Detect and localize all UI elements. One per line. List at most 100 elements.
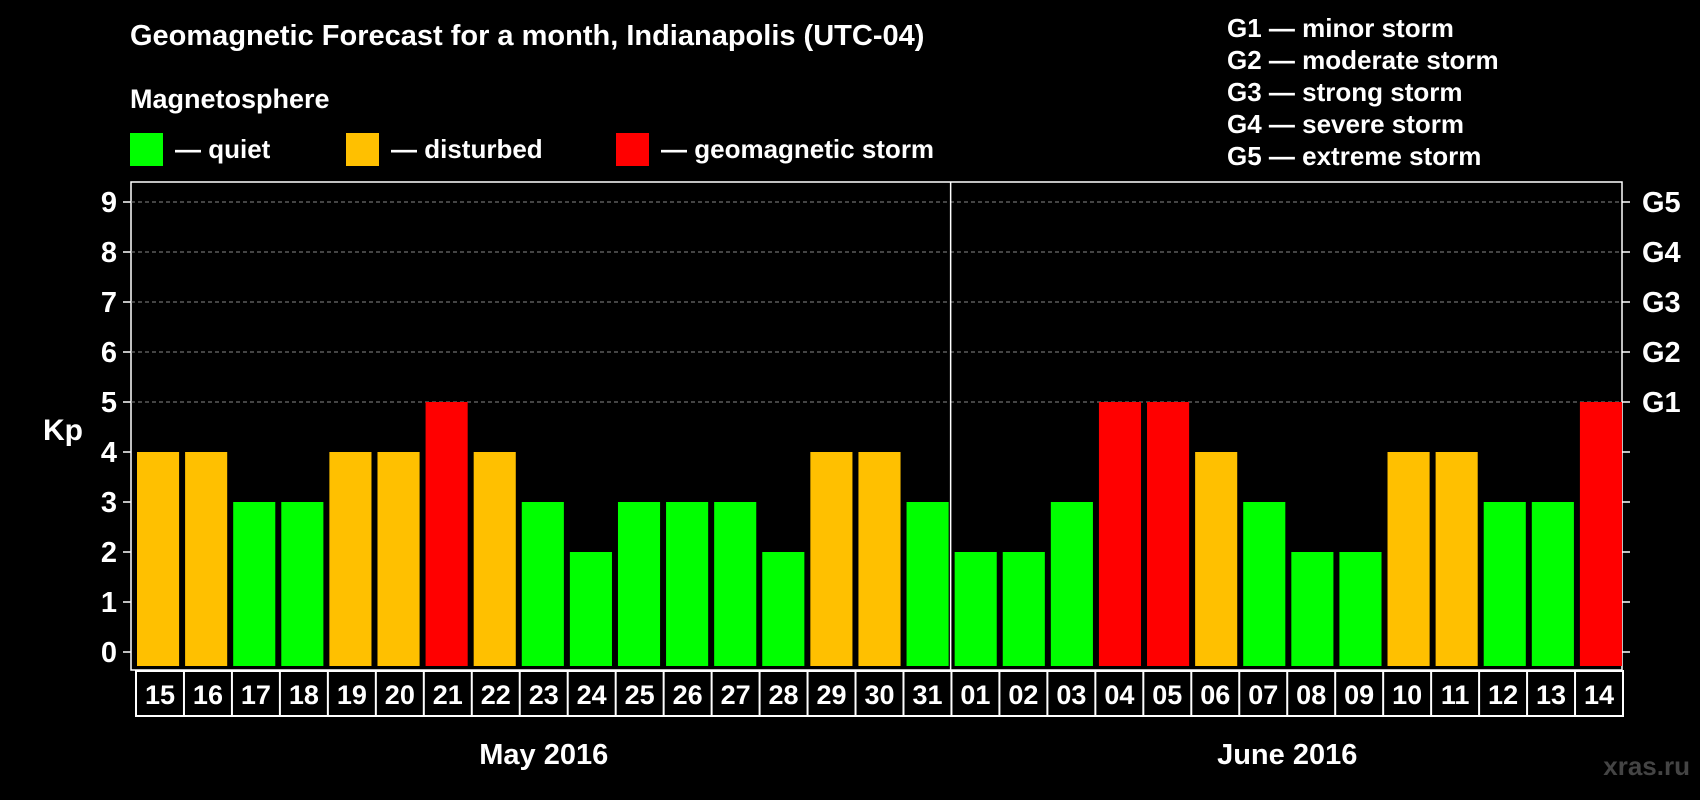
x-tick-label: 25 [625, 680, 655, 710]
bar [377, 452, 420, 666]
bar [810, 452, 853, 666]
right-axis-label: G4 [1642, 237, 1681, 269]
x-tick-label: 05 [1152, 680, 1182, 710]
x-tick-label: 11 [1441, 680, 1470, 710]
bar [137, 452, 180, 666]
x-tick-label: 15 [145, 680, 175, 710]
x-tick-label: 14 [1584, 680, 1614, 710]
y-tick-label: 2 [101, 537, 117, 569]
x-tick-label: 08 [1296, 680, 1326, 710]
bar [233, 502, 276, 666]
x-tick-label: 30 [864, 680, 894, 710]
legend-label-storm: — geomagnetic storm [661, 134, 935, 164]
bar [1387, 452, 1430, 666]
x-tick-label: 03 [1056, 680, 1086, 710]
y-axis-label: Kp [43, 414, 83, 447]
x-tick-label: 20 [385, 680, 415, 710]
x-tick-label: 16 [193, 680, 223, 710]
bar [1435, 452, 1478, 666]
legend-heading: Magnetosphere [130, 84, 330, 114]
bar [473, 452, 516, 666]
bar [425, 402, 468, 666]
x-tick-label: 21 [433, 680, 463, 710]
x-tick-label: 07 [1248, 680, 1278, 710]
bar [569, 552, 612, 666]
legend-swatch-disturbed [346, 133, 379, 166]
y-tick-label: 5 [101, 387, 117, 419]
bar [1339, 552, 1382, 666]
x-tick-label: 04 [1104, 680, 1134, 710]
g-scale-item: G3 — strong storm [1227, 77, 1463, 107]
x-tick-label: 24 [577, 680, 607, 710]
y-tick-label: 0 [101, 637, 117, 669]
x-tick-label: 23 [529, 680, 559, 710]
x-tick-label: 18 [289, 680, 319, 710]
x-tick-label: 27 [721, 680, 751, 710]
month-label: June 2016 [1217, 739, 1357, 771]
x-tick-label: 19 [337, 680, 367, 710]
bar [617, 502, 661, 666]
x-tick-label: 12 [1488, 680, 1518, 710]
y-tick-label: 4 [101, 437, 117, 469]
x-tick-label: 06 [1200, 680, 1230, 710]
bar [1531, 502, 1574, 666]
right-axis-label: G1 [1642, 387, 1681, 419]
bar [281, 502, 324, 666]
y-tick-label: 6 [101, 337, 117, 369]
bar [666, 502, 709, 666]
g-scale-item: G5 — extreme storm [1227, 141, 1482, 171]
bar [714, 502, 757, 666]
g-scale-item: G1 — minor storm [1227, 13, 1454, 43]
bar [1243, 502, 1286, 666]
date-axis-box [135, 670, 1624, 717]
legend-label-disturbed: — disturbed [391, 134, 543, 164]
bar [906, 502, 949, 666]
g-scale-legend: G1 — minor storm G2 — moderate storm G3 … [1227, 12, 1499, 172]
right-axis-label: G3 [1642, 287, 1681, 319]
bar [185, 452, 228, 666]
legend-swatch-storm [616, 133, 649, 166]
y-tick-label: 9 [101, 187, 117, 219]
x-tick-label: 29 [817, 680, 847, 710]
bar [1147, 402, 1190, 666]
right-axis-label: G5 [1642, 187, 1681, 219]
x-tick-label: 10 [1392, 680, 1422, 710]
x-tick-label: 09 [1344, 680, 1374, 710]
legend-label-quiet: — quiet [175, 134, 271, 164]
x-tick-label: 13 [1536, 680, 1566, 710]
bar [521, 502, 564, 666]
x-tick-label: 31 [912, 680, 942, 710]
bar [1579, 402, 1622, 666]
legend-item-disturbed: — disturbed [346, 133, 543, 166]
bar [1291, 552, 1334, 666]
bar [1483, 502, 1526, 666]
bar [1098, 402, 1142, 666]
bar [858, 452, 901, 666]
chart-title: Geomagnetic Forecast for a month, Indian… [130, 20, 925, 52]
y-tick-label: 7 [101, 287, 117, 319]
bar [1002, 552, 1045, 666]
bar [1195, 452, 1238, 666]
x-tick-label: 01 [960, 680, 990, 710]
watermark: xras.ru [1603, 751, 1690, 781]
legend-swatch-quiet [130, 133, 163, 166]
legend-item-storm: — geomagnetic storm [616, 133, 934, 166]
y-tick-label: 1 [101, 587, 117, 619]
bar [1050, 502, 1093, 666]
bar [762, 552, 805, 666]
g-scale-item: G4 — severe storm [1227, 109, 1465, 139]
month-label: May 2016 [479, 739, 608, 771]
g-scale-item: G2 — moderate storm [1227, 45, 1499, 75]
legend-item-quiet: — quiet [130, 133, 270, 166]
y-tick-label: 8 [101, 237, 117, 269]
x-tick-label: 17 [241, 680, 271, 710]
x-tick-label: 02 [1008, 680, 1038, 710]
x-tick-label: 22 [481, 680, 511, 710]
x-tick-label: 26 [673, 680, 703, 710]
right-axis-label: G2 [1642, 337, 1681, 369]
y-tick-label: 3 [101, 487, 117, 519]
bar [954, 552, 997, 666]
bar [329, 452, 372, 666]
x-tick-label: 28 [769, 680, 799, 710]
